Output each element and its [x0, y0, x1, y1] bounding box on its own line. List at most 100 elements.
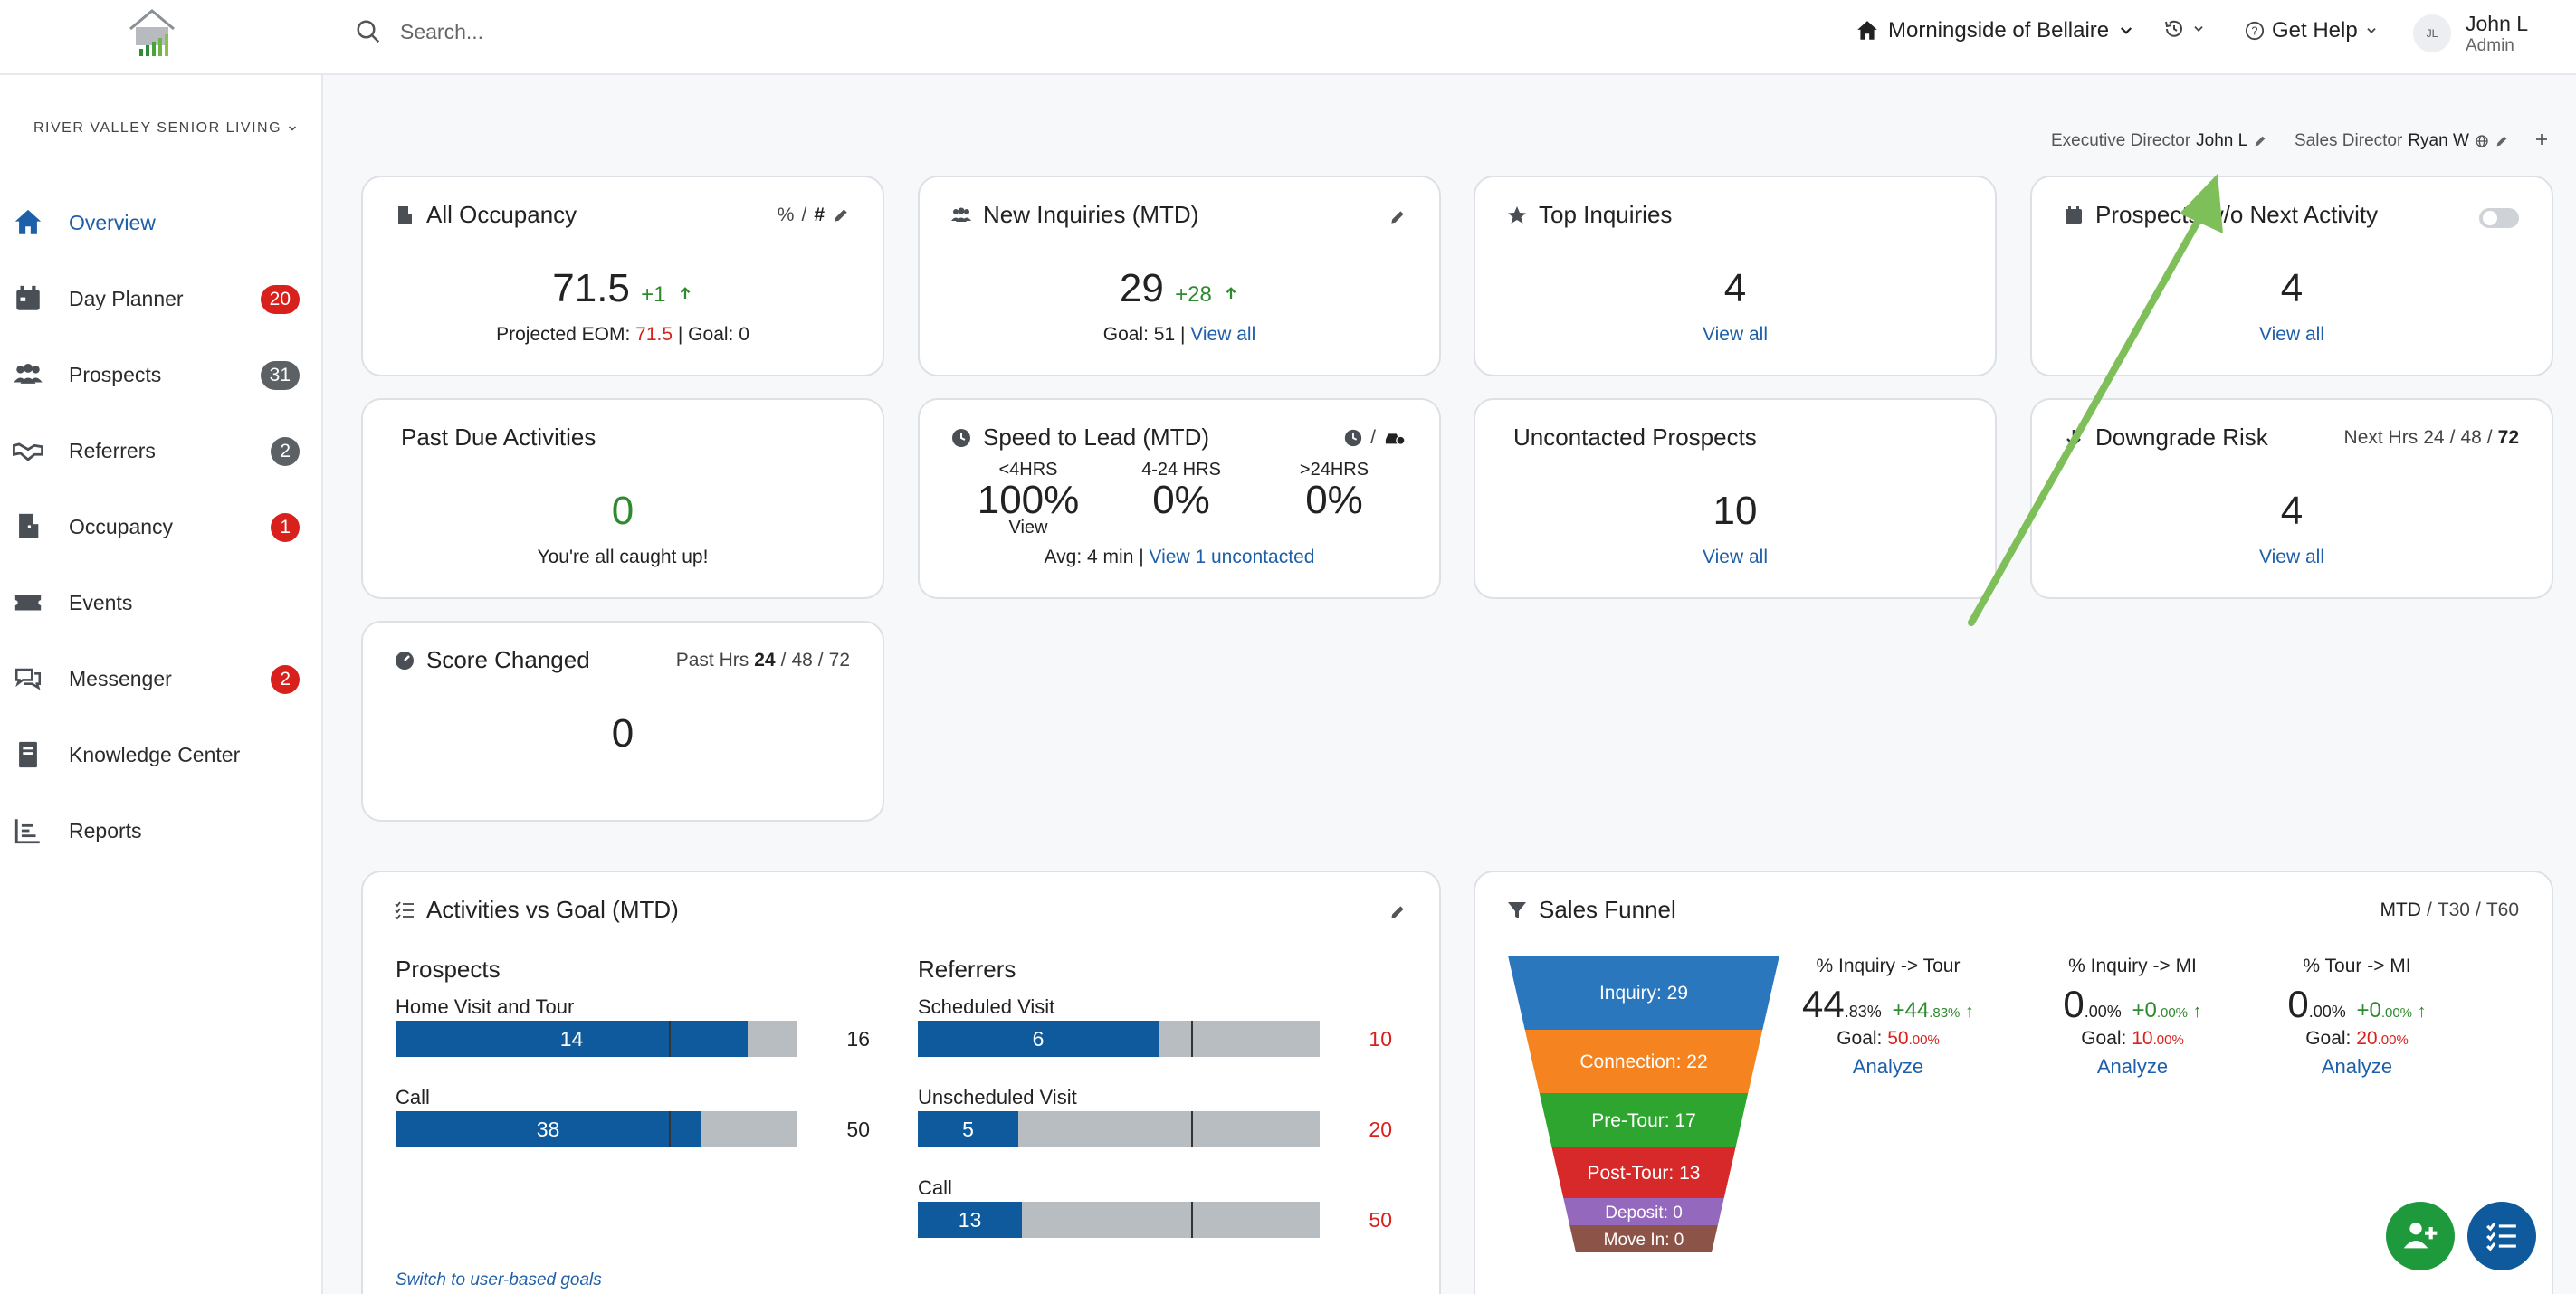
- funnel-stage[interactable]: [1524, 1030, 1763, 1093]
- card-title-text: Sales Funnel: [1539, 896, 1676, 923]
- clock-icon: [952, 428, 970, 447]
- avg-text: Avg: 4 min |: [1044, 547, 1144, 567]
- community-selector[interactable]: Morningside of Bellaire: [1856, 18, 2134, 43]
- history-icon: [2165, 20, 2182, 37]
- sidebar-item-occupancy[interactable]: Occupancy 1: [0, 500, 323, 554]
- activity-goal: 20: [1369, 1118, 1392, 1141]
- count-toggle[interactable]: #: [814, 205, 825, 225]
- pencil-icon[interactable]: [1388, 903, 1407, 921]
- view-link[interactable]: View: [1008, 518, 1048, 538]
- pencil-icon[interactable]: [832, 206, 850, 224]
- range-t60[interactable]: T60: [2485, 899, 2519, 920]
- range-48[interactable]: 48: [791, 650, 813, 671]
- conversion-title-text: Tour -> MI: [2324, 956, 2411, 976]
- card-title-text: All Occupancy: [426, 201, 577, 228]
- goal-frac: .00%: [1908, 1032, 1940, 1048]
- speed-label-4-24: 4-24 HRS: [1141, 460, 1221, 480]
- activity-bar: 14: [396, 1021, 797, 1057]
- sidebar-item-prospects[interactable]: Prospects 31: [0, 347, 323, 402]
- range-24[interactable]: 24: [754, 650, 776, 671]
- analyze-link[interactable]: Analyze: [1852, 1055, 1924, 1078]
- sidebar-item-overview[interactable]: Overview: [0, 195, 323, 250]
- users-icon: [951, 207, 971, 222]
- conversion-goal: Goal: 10.00%: [2024, 1028, 2241, 1050]
- count-badge: 1: [271, 513, 300, 542]
- score-changed-card: Score Changed Past Hrs 24 / 48 / 72 0: [361, 621, 884, 822]
- separator: /: [2486, 427, 2493, 448]
- sidebar-item-reports[interactable]: Reports: [0, 804, 323, 858]
- sidebar-item-referrers[interactable]: Referrers 2: [0, 423, 323, 478]
- view-uncontacted-link[interactable]: View 1 uncontacted: [1149, 547, 1315, 567]
- uncontacted-card: Uncontacted Prospects 10 View all: [1474, 398, 1997, 599]
- filter-icon: [1508, 901, 1526, 918]
- pencil-icon[interactable]: [1388, 208, 1407, 226]
- range-24[interactable]: 24: [2423, 427, 2445, 448]
- analyze-link[interactable]: Analyze: [2096, 1055, 2169, 1078]
- org-selector[interactable]: RIVER VALLEY SENIOR LIVING: [33, 120, 298, 137]
- funnel-stage[interactable]: [1508, 956, 1779, 1030]
- analyze-link[interactable]: Analyze: [2321, 1055, 2393, 1078]
- activity-label: Call: [918, 1176, 952, 1199]
- plus-icon[interactable]: [2534, 132, 2549, 147]
- activity-value: 6: [1032, 1027, 1045, 1051]
- percent-toggle[interactable]: %: [777, 205, 795, 225]
- pace-marker: [669, 1111, 671, 1147]
- range-mtd[interactable]: MTD: [2380, 899, 2421, 920]
- calendar-icon: [2066, 205, 2082, 224]
- chevron-down-icon: [2367, 28, 2376, 33]
- delta-frac: .83%: [1929, 1005, 1961, 1021]
- search-input[interactable]: [400, 19, 853, 44]
- sidebar-item-events[interactable]: Events: [0, 576, 323, 630]
- activity-goal: 16: [846, 1027, 870, 1051]
- view-all-link[interactable]: View all: [1190, 324, 1256, 345]
- range-72[interactable]: 72: [828, 650, 850, 671]
- car-clock-icon[interactable]: [1383, 428, 1407, 448]
- top-inquiries-card: Top Inquiries 4 View all: [1474, 176, 1997, 376]
- sidebar-item-messenger[interactable]: Messenger 2: [0, 652, 323, 706]
- goal-label: Goal:: [2081, 1028, 2127, 1049]
- conversion-title: % Inquiry -> Tour: [1779, 956, 1997, 977]
- checklist-icon: [395, 900, 414, 919]
- funnel-stage[interactable]: [1551, 1147, 1736, 1198]
- sidebar-item-label: Messenger: [69, 666, 172, 690]
- view-all-link[interactable]: View all: [2259, 547, 2324, 567]
- funnel-stage[interactable]: [1539, 1093, 1749, 1147]
- clock-icon[interactable]: [1343, 428, 1363, 448]
- unit-toggle[interactable]: % / #: [778, 205, 850, 226]
- task-list-button[interactable]: [2467, 1202, 2536, 1270]
- star-icon: [1508, 205, 1526, 224]
- sidebar-item-label: Overview: [69, 210, 156, 234]
- add-prospect-button[interactable]: [2386, 1202, 2455, 1270]
- chat-icon: [14, 668, 42, 690]
- sidebar-item-knowledge-center[interactable]: Knowledge Center: [0, 728, 323, 782]
- sidebar-item-day-planner[interactable]: Day Planner 20: [0, 271, 323, 326]
- range-t30[interactable]: T30: [2437, 899, 2470, 920]
- help-label: Get Help: [2272, 18, 2358, 43]
- pencil-icon[interactable]: [2495, 134, 2509, 148]
- separator: /: [1370, 427, 1376, 448]
- funnel-stage[interactable]: [1563, 1198, 1724, 1225]
- bar-fill: [396, 1021, 748, 1057]
- toggle-switch[interactable]: [2479, 208, 2519, 228]
- help-icon: ?: [2245, 21, 2265, 41]
- count-badge: 2: [271, 665, 300, 694]
- view-all-link[interactable]: View all: [1703, 324, 1768, 345]
- help-menu[interactable]: ? Get Help: [2245, 18, 2378, 43]
- handshake-icon: [13, 442, 43, 461]
- pencil-icon[interactable]: [2253, 134, 2267, 148]
- range-72[interactable]: 72: [2497, 427, 2519, 448]
- funnel-chart: Inquiry: 29 Connection: 22 Pre-Tour: 17 Pos…: [1508, 956, 1779, 1252]
- range-48[interactable]: 48: [2460, 427, 2482, 448]
- history-menu[interactable]: [2163, 18, 2205, 40]
- sidebar-item-label: Prospects: [69, 362, 162, 386]
- logo[interactable]: [127, 7, 177, 60]
- user-menu[interactable]: JL John L Admin: [2413, 11, 2528, 56]
- switch-goals-link[interactable]: Switch to user-based goals: [396, 1270, 602, 1289]
- book-icon: [19, 741, 37, 768]
- hours-range: Past Hrs 24 / 48 / 72: [676, 650, 850, 671]
- avatar: JL: [2413, 14, 2451, 52]
- view-all-link[interactable]: View all: [1703, 547, 1768, 567]
- activity-label: Call: [396, 1086, 430, 1108]
- funnel-stage[interactable]: [1569, 1225, 1718, 1252]
- view-all-link[interactable]: View all: [2259, 324, 2324, 345]
